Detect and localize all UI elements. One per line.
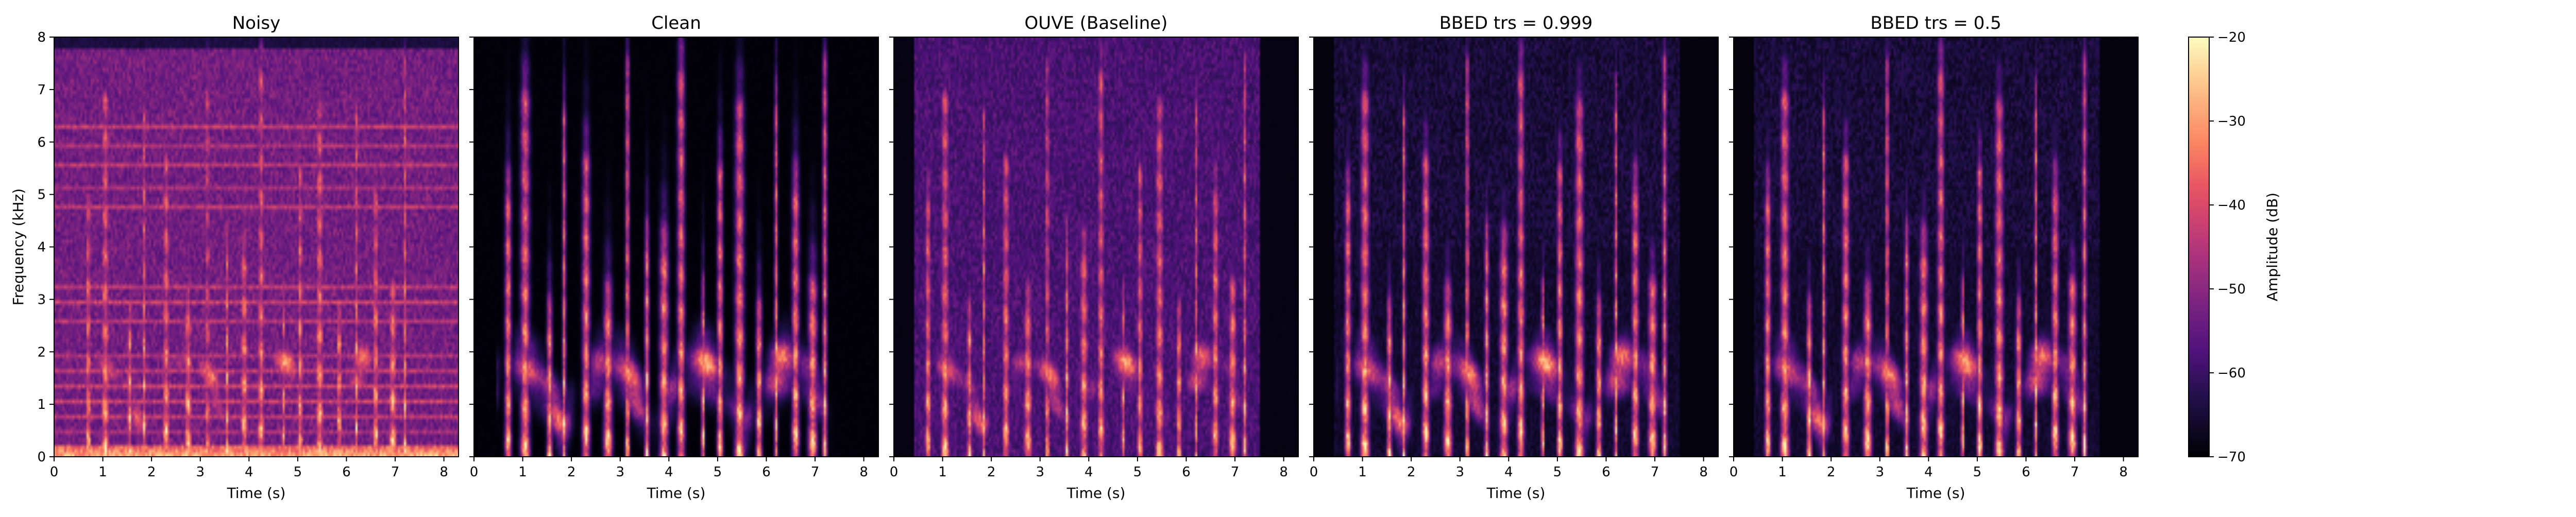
x-tick-label: 8: [2119, 464, 2128, 480]
panel-title: BBED trs = 0.999: [1439, 13, 1593, 33]
x-tick-label: 6: [1182, 464, 1191, 480]
y-tick-label: 0: [37, 450, 46, 465]
colorbar: −20 −30 −40 −50 −60 −70 Amplitude (dB): [2188, 30, 2281, 465]
x-tick-label: 8: [1279, 464, 1288, 480]
x-tick-label: 2: [1407, 464, 1416, 480]
x-axis-label: Time (s): [227, 485, 286, 502]
y-tick-label: 8: [37, 30, 46, 45]
x-axis-label: Time (s): [1486, 485, 1546, 502]
spectrogram-panel-ouve: OUVE (Baseline) 0 1 2 3 4 5 6 7 8 Time (s): [889, 13, 1299, 502]
x-axis-label: Time (s): [1066, 485, 1126, 502]
y-tick-label: 6: [37, 135, 46, 150]
y-tick-label: 7: [37, 82, 46, 98]
x-tick-label: 1: [1358, 464, 1367, 480]
y-tick-label: 5: [37, 187, 46, 203]
x-tick-label: 0: [470, 464, 479, 480]
spectrogram-panel-noisy: Noisy 0 1 2 3 4 5 6 7 8 Time (s) 0 1 2 3 4 5 6 7 8 Frequency…: [10, 13, 459, 502]
x-tick-label: 5: [714, 464, 722, 480]
y-axis-label: Frequency (kHz): [10, 188, 27, 305]
x-tick-label: 7: [1231, 464, 1240, 480]
x-tick-label: 1: [938, 464, 947, 480]
x-tick-label: 1: [98, 464, 107, 480]
x-tick-label: 4: [245, 464, 253, 480]
x-tick-label: 8: [859, 464, 868, 480]
y-tick-label: 1: [37, 397, 46, 412]
y-tick-label: 4: [37, 240, 46, 255]
spectrogram-image: [1314, 37, 1718, 457]
x-axis-label: Time (s): [1906, 485, 1965, 502]
colorbar-tick-label: −50: [2217, 282, 2246, 297]
x-tick-label: 5: [1133, 464, 1142, 480]
x-tick-label: 3: [616, 464, 624, 480]
x-tick-label: 0: [50, 464, 59, 480]
x-tick-label: 7: [391, 464, 400, 480]
x-tick-label: 1: [518, 464, 527, 480]
colorbar-tick-label: −70: [2217, 450, 2246, 465]
panel-title: Clean: [651, 13, 701, 33]
x-tick-label: 3: [196, 464, 205, 480]
x-tick-label: 8: [439, 464, 448, 480]
x-tick-label: 4: [1924, 464, 1933, 480]
x-tick-label: 1: [1778, 464, 1787, 480]
x-tick-label: 8: [1699, 464, 1708, 480]
x-tick-label: 6: [1602, 464, 1611, 480]
x-tick-label: 2: [987, 464, 996, 480]
x-tick-label: 7: [811, 464, 820, 480]
x-tick-label: 2: [567, 464, 576, 480]
y-tick-label: 2: [37, 344, 46, 360]
x-tick-label: 4: [665, 464, 673, 480]
x-axis-label: Time (s): [647, 485, 706, 502]
colorbar-tick-label: −60: [2217, 366, 2246, 381]
spectrogram-panel-clean: Clean 0 1 2 3 4 5 6 7 8 Time (s): [469, 13, 879, 502]
spectrogram-image: [474, 37, 878, 457]
x-tick-label: 4: [1504, 464, 1513, 480]
colorbar-label: Amplitude (dB): [2264, 193, 2281, 301]
colorbar-tick-label: −20: [2217, 30, 2246, 45]
x-tick-label: 0: [1730, 464, 1738, 480]
y-tick-label: 3: [37, 292, 46, 307]
x-tick-label: 2: [1827, 464, 1836, 480]
x-tick-label: 7: [2071, 464, 2079, 480]
x-tick-label: 5: [294, 464, 302, 480]
colorbar-tick-label: −40: [2217, 198, 2246, 213]
x-tick-label: 4: [1084, 464, 1093, 480]
x-tick-label: 0: [1310, 464, 1318, 480]
x-tick-label: 5: [1973, 464, 1982, 480]
x-tick-label: 6: [2022, 464, 2030, 480]
x-tick-label: 3: [1036, 464, 1044, 480]
x-tick-label: 3: [1455, 464, 1464, 480]
x-tick-label: 6: [762, 464, 771, 480]
colorbar-tick-label: −30: [2217, 114, 2246, 129]
x-tick-label: 6: [342, 464, 351, 480]
x-tick-label: 3: [1875, 464, 1884, 480]
x-tick-label: 2: [147, 464, 156, 480]
spectrogram-image: [894, 37, 1298, 457]
colorbar-gradient: [2188, 37, 2210, 457]
panel-title: OUVE (Baseline): [1025, 13, 1168, 33]
panel-title: Noisy: [232, 13, 281, 33]
spectrogram-panel-bbed: BBED trs = 0.5 0 1 2 3 4 5 6 7 8 Time (s): [1729, 13, 2139, 502]
x-tick-label: 0: [890, 464, 899, 480]
spectrogram-panel-bbed: BBED trs = 0.999 0 1 2 3 4 5 6 7 8 Time (s): [1309, 13, 1719, 502]
panel-title: BBED trs = 0.5: [1870, 13, 2001, 33]
spectrogram-image: [54, 37, 459, 457]
spectrogram-image: [1734, 37, 2138, 457]
x-tick-label: 5: [1553, 464, 1562, 480]
x-tick-label: 7: [1651, 464, 1659, 480]
